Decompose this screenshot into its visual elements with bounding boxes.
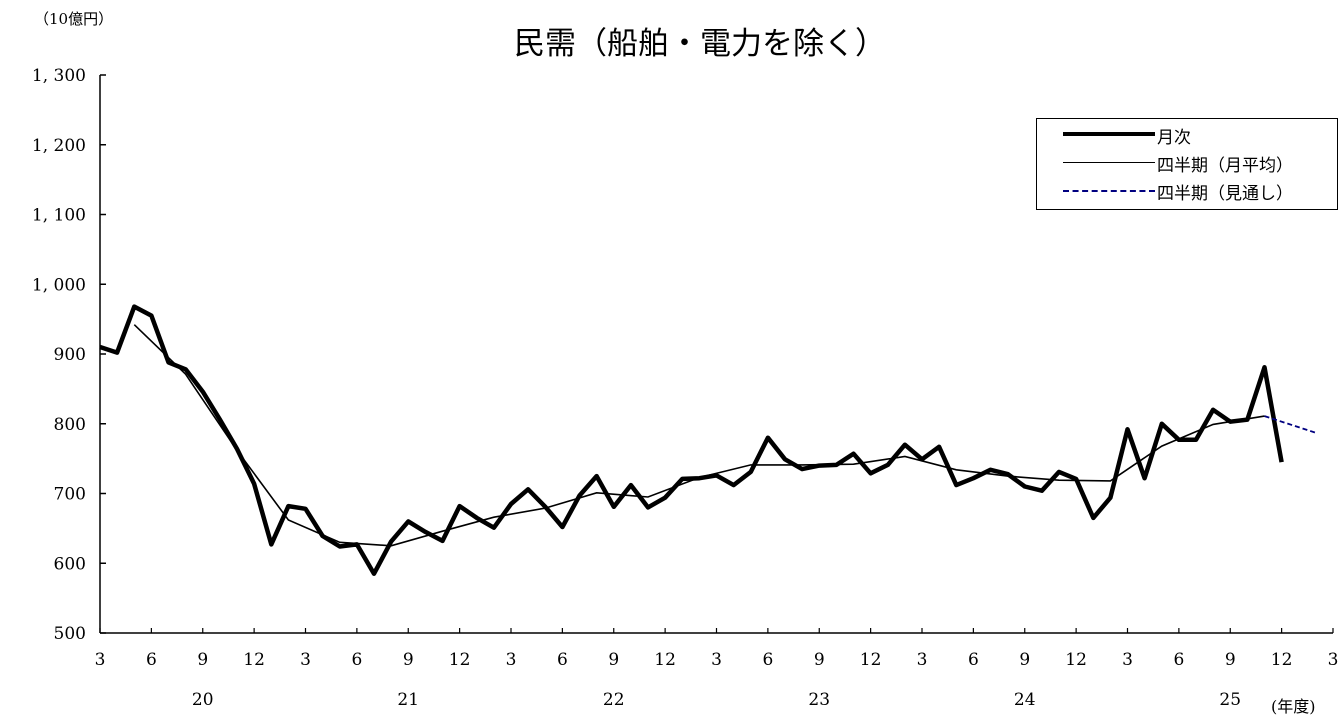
y-tick-label: 500 — [54, 624, 86, 644]
x-tick-label: 12 — [860, 650, 882, 670]
y-tick-label: 700 — [54, 485, 86, 505]
x-tick-label: 9 — [197, 650, 208, 670]
legend-item-forecast: 四半期（見通し） — [1037, 177, 1337, 204]
legend-label-monthly: 月次 — [1157, 128, 1191, 148]
y-tick-label: 1, 200 — [32, 136, 86, 156]
series-line-quarterly — [133, 324, 1265, 547]
x-axis-label: (年度) — [1271, 697, 1316, 716]
fiscal-year-label: 21 — [397, 690, 419, 710]
x-tick-label: 12 — [654, 650, 676, 670]
x-tick-label: 12 — [1065, 650, 1087, 670]
x-tick-label: 6 — [146, 650, 157, 670]
legend-label-quarterly: 四半期（月平均） — [1157, 156, 1293, 176]
x-tick-label: 6 — [968, 650, 979, 670]
x-tick-label: 9 — [814, 650, 825, 670]
series-line-forecast — [1264, 415, 1317, 434]
x-tick-label: 12 — [1271, 650, 1293, 670]
x-tick-label: 3 — [1122, 650, 1133, 670]
y-tick-label: 600 — [54, 554, 86, 574]
legend-label-forecast: 四半期（見通し） — [1157, 184, 1293, 204]
fiscal-year-label: 25 — [1219, 690, 1241, 710]
series-line-monthly — [99, 304, 1284, 576]
y-axis-unit-label: （10億円） — [34, 10, 114, 28]
legend-item-monthly: 月次 — [1037, 121, 1337, 148]
x-tick-label: 6 — [557, 650, 568, 670]
fiscal-year-label: 23 — [808, 690, 830, 710]
x-tick-label: 3 — [95, 650, 106, 670]
x-tick-label: 6 — [762, 650, 773, 670]
fiscal-year-label: 24 — [1014, 690, 1036, 710]
tick-labels: 500 600 700 800 900 1, 000 1, 100 1, 200 1, 300 3… — [32, 66, 1338, 710]
y-tick-label: 1, 100 — [32, 206, 86, 226]
x-tick-label: 6 — [1173, 650, 1184, 670]
x-tick-label: 9 — [608, 650, 619, 670]
fiscal-year-label: 22 — [603, 690, 625, 710]
y-tick-label: 1, 000 — [32, 275, 86, 295]
x-tick-label: 3 — [506, 650, 517, 670]
legend-swatch-forecast — [1063, 190, 1155, 192]
fiscal-year-label: 20 — [192, 690, 214, 710]
y-tick-label: 1, 300 — [32, 66, 86, 86]
legend-item-quarterly: 四半期（月平均） — [1037, 149, 1337, 176]
x-tick-label: 9 — [1019, 650, 1030, 670]
x-tick-label: 3 — [1328, 650, 1339, 670]
legend-swatch-quarterly — [1063, 162, 1155, 163]
x-tick-label: 6 — [351, 650, 362, 670]
y-tick-label: 800 — [54, 415, 86, 435]
x-tick-label: 9 — [1225, 650, 1236, 670]
x-tick-label: 3 — [711, 650, 722, 670]
legend: 月次 四半期（月平均） 四半期（見通し） — [1036, 118, 1338, 210]
axes — [99, 74, 1334, 634]
x-tick-label: 3 — [300, 650, 311, 670]
x-tick-label: 12 — [449, 650, 471, 670]
series-lines — [99, 304, 1317, 576]
x-tick-label: 9 — [403, 650, 414, 670]
x-tick-label: 12 — [243, 650, 265, 670]
x-tick-label: 3 — [917, 650, 928, 670]
legend-swatch-monthly — [1063, 132, 1155, 136]
y-tick-label: 900 — [54, 345, 86, 365]
chart-title: 民需（船舶・電力を除く） — [514, 26, 886, 62]
